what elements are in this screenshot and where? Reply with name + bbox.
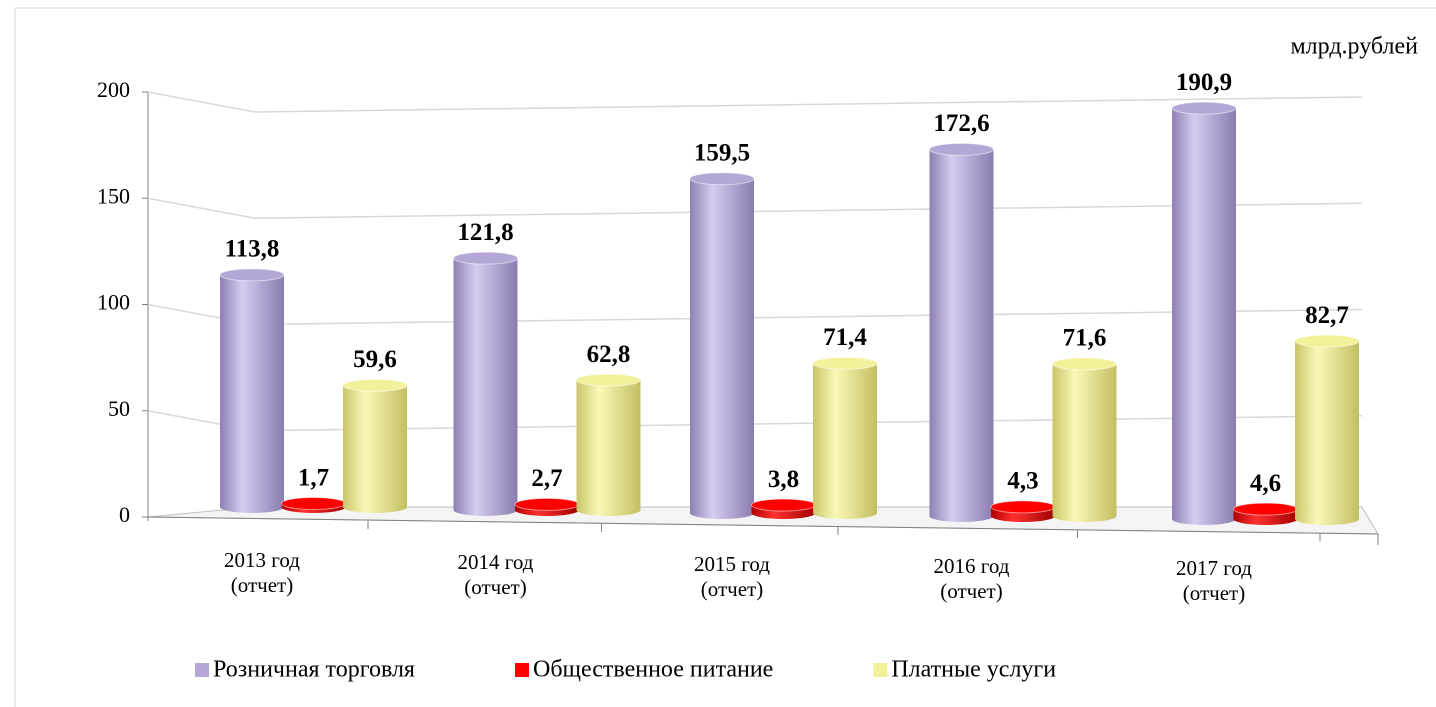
bar-top <box>1233 502 1298 516</box>
floor-edge <box>147 516 1379 535</box>
legend-label: Общественное питание <box>533 657 773 683</box>
x-tick-label: 2016 год (отчет) <box>933 554 1010 603</box>
bar-body <box>1172 108 1236 525</box>
data-label: 172,6 <box>933 110 989 137</box>
bar <box>751 498 816 519</box>
bar-top <box>342 378 408 392</box>
data-label: 4,3 <box>1007 468 1038 495</box>
bar <box>812 356 878 519</box>
bar <box>1294 334 1360 525</box>
bar <box>1171 101 1237 525</box>
bar <box>281 497 346 513</box>
data-label: 3,8 <box>768 466 799 493</box>
data-label: 159,5 <box>694 139 750 166</box>
y-tick-label: 150 <box>97 183 130 208</box>
bar-body <box>813 363 877 519</box>
bar-top <box>689 172 755 186</box>
bar <box>576 373 641 516</box>
data-label: 71,4 <box>823 324 867 351</box>
legend-swatch <box>514 663 529 677</box>
bar-top <box>1294 334 1360 348</box>
bar <box>990 500 1056 522</box>
data-label: 59,6 <box>353 346 397 373</box>
bar-top <box>1052 357 1117 371</box>
bar-body <box>1295 341 1359 525</box>
data-label: 190,9 <box>1176 69 1232 96</box>
bar <box>689 172 755 520</box>
bar-top <box>453 251 518 265</box>
bar-body <box>690 178 754 520</box>
bar-top <box>990 500 1056 514</box>
bar-top <box>576 373 641 387</box>
unit-label: млрд.рублей <box>1290 34 1418 60</box>
data-label: 113,8 <box>225 236 280 263</box>
bar-top <box>929 142 994 156</box>
data-label: 82,7 <box>1305 302 1349 329</box>
y-tick-label: 200 <box>97 77 130 102</box>
bar-body <box>576 380 641 516</box>
data-label: 121,8 <box>457 219 513 246</box>
x-tick-label: 2013 год (отчет) <box>224 548 300 597</box>
bar-body <box>1052 363 1117 522</box>
bar <box>219 268 285 513</box>
y-tick-label: 50 <box>108 396 130 421</box>
data-label: 62,8 <box>587 341 631 368</box>
bar-body <box>453 258 518 516</box>
bar-top <box>751 498 816 512</box>
legend-label: Платные услуги <box>891 657 1056 683</box>
y-tick-label: 100 <box>97 290 130 315</box>
data-label: 2,7 <box>531 465 562 492</box>
bar-body <box>929 149 994 523</box>
legend-label: Розничная торговля <box>213 657 415 683</box>
grid-line <box>147 91 1363 113</box>
x-tick-label: 2014 год (отчет) <box>457 550 534 599</box>
bar <box>342 378 408 513</box>
bar-top <box>812 356 878 370</box>
bar-top <box>1171 101 1237 115</box>
bar <box>1233 502 1298 525</box>
data-label: 1,7 <box>298 464 329 491</box>
bar-top <box>514 497 580 511</box>
bar-top <box>281 497 346 511</box>
bar <box>453 251 518 516</box>
bar-top <box>219 268 285 282</box>
bar <box>929 142 994 523</box>
bar <box>1052 357 1117 522</box>
legend-swatch <box>873 663 888 677</box>
legend-swatch <box>195 663 209 677</box>
bar-body <box>220 274 284 513</box>
bar <box>514 497 580 516</box>
x-tick-label: 2017 год (отчет) <box>1176 556 1252 605</box>
y-tick-label: 0 <box>119 502 130 527</box>
x-tick-label: 2015 год (отчет) <box>694 552 770 601</box>
data-label: 4,6 <box>1250 470 1281 497</box>
data-label: 71,6 <box>1063 325 1107 352</box>
bar-body <box>343 385 407 513</box>
